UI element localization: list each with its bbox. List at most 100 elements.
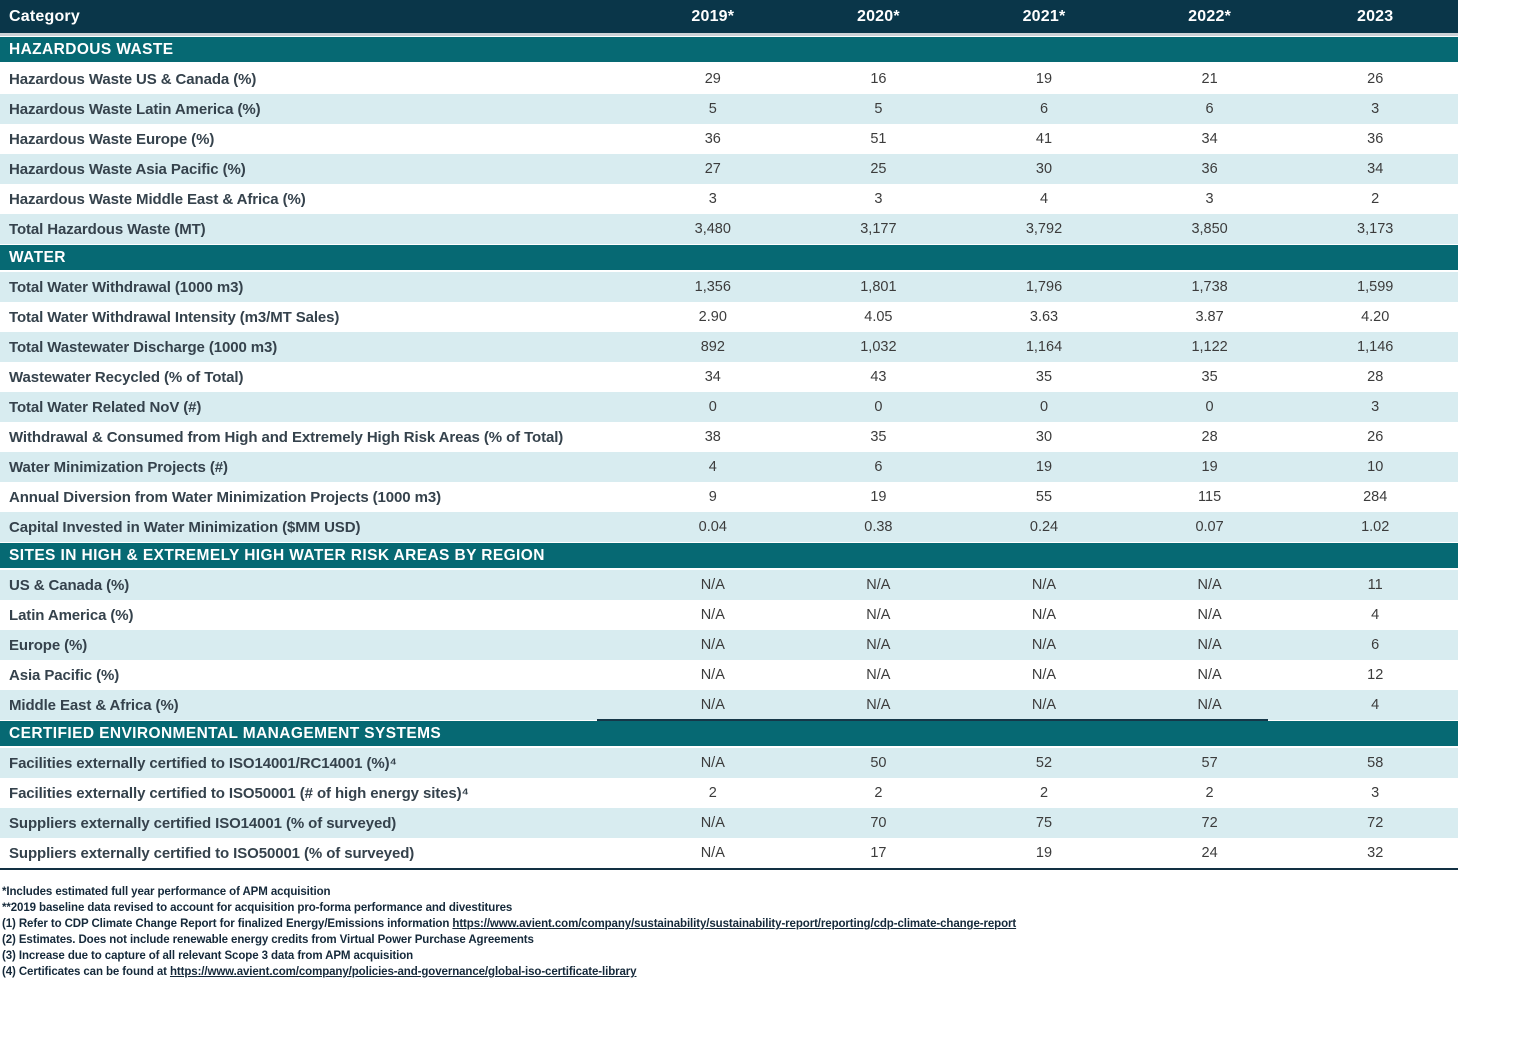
table-row: Total Water Withdrawal Intensity (m3/MT … — [0, 302, 1458, 332]
metric-value: 26 — [1367, 71, 1384, 87]
metric-value: 50 — [870, 755, 887, 771]
metric-value: 4.20 — [1361, 309, 1390, 325]
metric-value: 3,850 — [1191, 221, 1228, 237]
metric-value: N/A — [1197, 667, 1222, 683]
metric-value: N/A — [1197, 637, 1222, 653]
footnote: **2019 baseline data revised to account … — [2, 900, 1527, 916]
footnote: (4) Certificates can be found at https:/… — [2, 964, 1527, 980]
metric-value: 1,599 — [1357, 279, 1394, 295]
metric-value: N/A — [1197, 577, 1222, 593]
table-row: Wastewater Recycled (% of Total) 34 43 35 35… — [0, 362, 1458, 392]
row-label: Suppliers externally certified ISO14001 … — [9, 814, 397, 832]
row-label: Middle East & Africa (%) — [9, 696, 179, 714]
metric-value: 4 — [708, 459, 717, 475]
metric-value: 19 — [1035, 845, 1053, 861]
metric-value: 41 — [1035, 131, 1053, 147]
metric-value: 35 — [870, 429, 887, 445]
table-row: Capital Invested in Water Minimization (… — [0, 512, 1458, 542]
metric-value: 12 — [1367, 667, 1384, 683]
footnote-link[interactable]: https://www.avient.com/company/policies-… — [169, 966, 637, 978]
metric-value: 2 — [874, 785, 883, 801]
metric-value: N/A — [866, 577, 891, 593]
metric-value: 4 — [1371, 697, 1380, 713]
column-header-year-2023: 2023 — [1356, 7, 1394, 25]
table-row: Hazardous Waste Europe (%) 36 51 41 34 36 — [0, 124, 1458, 154]
metric-value: N/A — [866, 607, 891, 623]
table-row: Total Hazardous Waste (MT) 3,480 3,177 3,79… — [0, 214, 1458, 244]
footnote-link[interactable]: https://www.avient.com/company/sustainab… — [452, 918, 1017, 930]
row-label: US & Canada (%) — [9, 576, 130, 594]
metric-value: 36 — [1367, 131, 1384, 147]
section-header-row: HAZARDOUS WASTE — [0, 37, 1458, 62]
footnote: (1) Refer to CDP Climate Change Report f… — [2, 916, 1527, 932]
row-label: Hazardous Waste Asia Pacific (%) — [9, 160, 246, 178]
section-partial-border — [597, 718, 1268, 721]
metric-value: 17 — [870, 845, 887, 861]
section-title: CERTIFIED ENVIRONMENTAL MANAGEMENT SYSTE… — [9, 725, 442, 742]
metric-value: 55 — [1035, 489, 1053, 505]
table-body: HAZARDOUS WASTE Hazardous Waste US & Cana… — [0, 37, 1458, 868]
metric-value: 0 — [1039, 399, 1049, 415]
metric-value: 11 — [1367, 577, 1383, 593]
row-label: Capital Invested in Water Minimization (… — [9, 518, 361, 536]
metric-value: 1,801 — [860, 279, 897, 295]
metric-value: 36 — [1201, 161, 1218, 177]
section-title: SITES IN HIGH & EXTREMELY HIGH WATER RIS… — [9, 547, 545, 564]
header-divider-line — [0, 33, 1458, 36]
metric-value: 19 — [870, 489, 887, 505]
table-row: Total Water Withdrawal (1000 m3) 1,356 1,8… — [0, 272, 1458, 302]
row-label: Total Hazardous Waste (MT) — [9, 220, 206, 238]
table-row: Hazardous Waste Asia Pacific (%) 27 25 30 36… — [0, 154, 1458, 184]
table-row: US & Canada (%) N/A N/A N/A N/A 11 — [0, 570, 1458, 600]
metric-value: 28 — [1367, 369, 1384, 385]
metric-value: 34 — [1201, 131, 1218, 147]
metric-value: 0.38 — [864, 519, 893, 535]
row-label: Latin America (%) — [9, 606, 134, 624]
metric-value: 24 — [1201, 845, 1218, 861]
footnote-text: (4) Certificates can be found at — [2, 966, 170, 978]
metric-value: 3,792 — [1025, 221, 1063, 237]
metric-value: 3,177 — [860, 221, 897, 237]
metric-value: 32 — [1367, 845, 1384, 861]
row-label: Asia Pacific (%) — [9, 666, 120, 684]
metric-value: 1.02 — [1361, 519, 1390, 535]
metric-value: 1,122 — [1191, 339, 1228, 355]
metric-value: 5 — [708, 101, 717, 117]
metric-value: 3 — [1371, 785, 1380, 801]
metric-value: 0 — [1205, 399, 1214, 415]
footnotes-block: *Includes estimated full year performanc… — [0, 884, 1527, 980]
footnote: (2) Estimates. Does not include renewabl… — [2, 932, 1527, 948]
esg-metrics-table: Category 2019* 2020* 2021* 2022* 2023 HA… — [0, 0, 1458, 870]
footnote-text: *Includes estimated full year performanc… — [2, 886, 331, 898]
metric-value: N/A — [700, 577, 725, 593]
table-row: Water Minimization Projects (#) 4 6 19 19 10 — [0, 452, 1458, 482]
row-label: Withdrawal & Consumed from High and Extr… — [9, 428, 564, 446]
metric-value: 5 — [874, 101, 883, 117]
metric-value: 4.05 — [864, 309, 893, 325]
metric-value: N/A — [1031, 607, 1057, 623]
metric-value: 2 — [1371, 191, 1380, 207]
table-row: Total Water Related NoV (#) 0 0 0 0 3 — [0, 392, 1458, 422]
row-label: Total Wastewater Discharge (1000 m3) — [9, 338, 278, 356]
metric-value: 1,146 — [1357, 339, 1394, 355]
row-label: Hazardous Waste Europe (%) — [9, 130, 215, 148]
metric-value: 0.24 — [1029, 519, 1059, 535]
metric-value: N/A — [866, 697, 891, 713]
row-label: Annual Diversion from Water Minimization… — [9, 488, 441, 506]
metric-value: 72 — [1201, 815, 1218, 831]
metric-value: 51 — [870, 131, 887, 147]
metric-value: 26 — [1367, 429, 1384, 445]
metric-value: 34 — [704, 369, 721, 385]
row-label: Hazardous Waste Middle East & Africa (%) — [9, 190, 306, 208]
table-row: Middle East & Africa (%) N/A N/A N/A N/A 4 — [0, 690, 1458, 720]
metric-value: 2.90 — [698, 309, 727, 325]
footnote-text: **2019 baseline data revised to account … — [2, 902, 513, 914]
metric-value: 30 — [1035, 429, 1053, 445]
section-title: HAZARDOUS WASTE — [9, 41, 174, 58]
table-row: Hazardous Waste US & Canada (%) 29 16 19 21 2… — [0, 64, 1458, 94]
metric-value: 19 — [1035, 459, 1053, 475]
row-label: Water Minimization Projects (#) — [9, 458, 228, 476]
metric-value: 3,173 — [1357, 221, 1394, 237]
table-row: Annual Diversion from Water Minimization… — [0, 482, 1458, 512]
metric-value: 10 — [1367, 459, 1384, 475]
